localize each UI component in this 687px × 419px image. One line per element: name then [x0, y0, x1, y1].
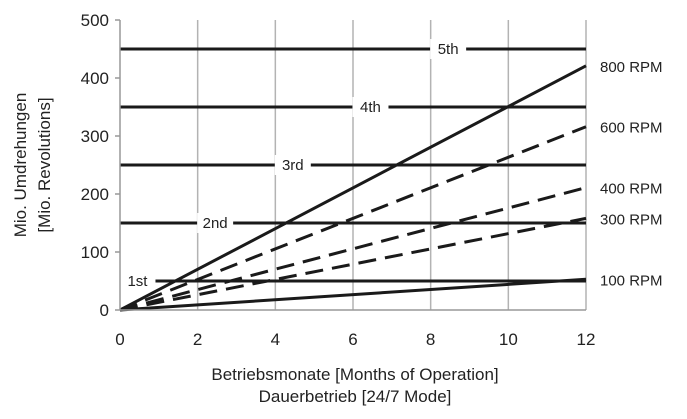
- x-tick-label: 6: [348, 330, 357, 349]
- x-tick-label: 0: [115, 330, 124, 349]
- reference-label-bg: [197, 213, 234, 233]
- axes: [115, 19, 586, 311]
- reference-label-bg: [352, 97, 389, 117]
- x-tick-labels: 0 2 4 6 8 10 12: [115, 330, 595, 349]
- series-line: [119, 125, 587, 312]
- series-line: [119, 64, 587, 312]
- series-label: 300 RPM: [600, 211, 663, 228]
- reference-label-3rd: 3rd: [282, 157, 304, 174]
- reference-label-5th: 5th: [438, 41, 459, 58]
- x-axis-title-line-2: Dauerbetrieb [24/7 Mode]: [259, 387, 452, 406]
- series-label: 400 RPM: [600, 181, 663, 198]
- x-tick-label: 4: [271, 330, 280, 349]
- y-axis-title-line-2: [Mio. Revolutions]: [35, 97, 54, 232]
- series-line: [119, 216, 587, 312]
- series-label: 800 RPM: [600, 59, 663, 76]
- y-tick-label: 0: [100, 301, 109, 320]
- y-axis-title-line-1: Mio. Umdrehungen: [11, 93, 30, 238]
- x-tick-label: 2: [193, 330, 202, 349]
- reference-label-bg: [430, 39, 467, 59]
- y-tick-label: 500: [81, 11, 109, 30]
- x-tick-label: 12: [577, 330, 596, 349]
- x-axis-title-line-1: Betriebsmonate [Months of Operation]: [211, 365, 498, 384]
- y-tick-label: 200: [81, 185, 109, 204]
- reference-label-1st: 1st: [127, 273, 148, 290]
- x-tick-label: 10: [499, 330, 518, 349]
- series-line: [119, 277, 587, 312]
- y-tick-labels: 0 100 200 300 400 500: [81, 11, 109, 320]
- series-labels: 800 RPM 600 RPM 400 RPM 300 RPM 100 RPM: [600, 59, 663, 289]
- reference-label-4th: 4th: [360, 99, 381, 116]
- reference-label-bg: [274, 155, 311, 175]
- y-tick-label: 300: [81, 127, 109, 146]
- reference-label-2nd: 2nd: [203, 215, 228, 232]
- x-tick-label: 8: [426, 330, 435, 349]
- series-label: 100 RPM: [600, 272, 663, 289]
- reference-label-bg: [119, 271, 156, 291]
- y-tick-label: 400: [81, 69, 109, 88]
- y-tick-label: 100: [81, 243, 109, 262]
- series-lines: [119, 64, 587, 312]
- series-label: 600 RPM: [600, 120, 663, 137]
